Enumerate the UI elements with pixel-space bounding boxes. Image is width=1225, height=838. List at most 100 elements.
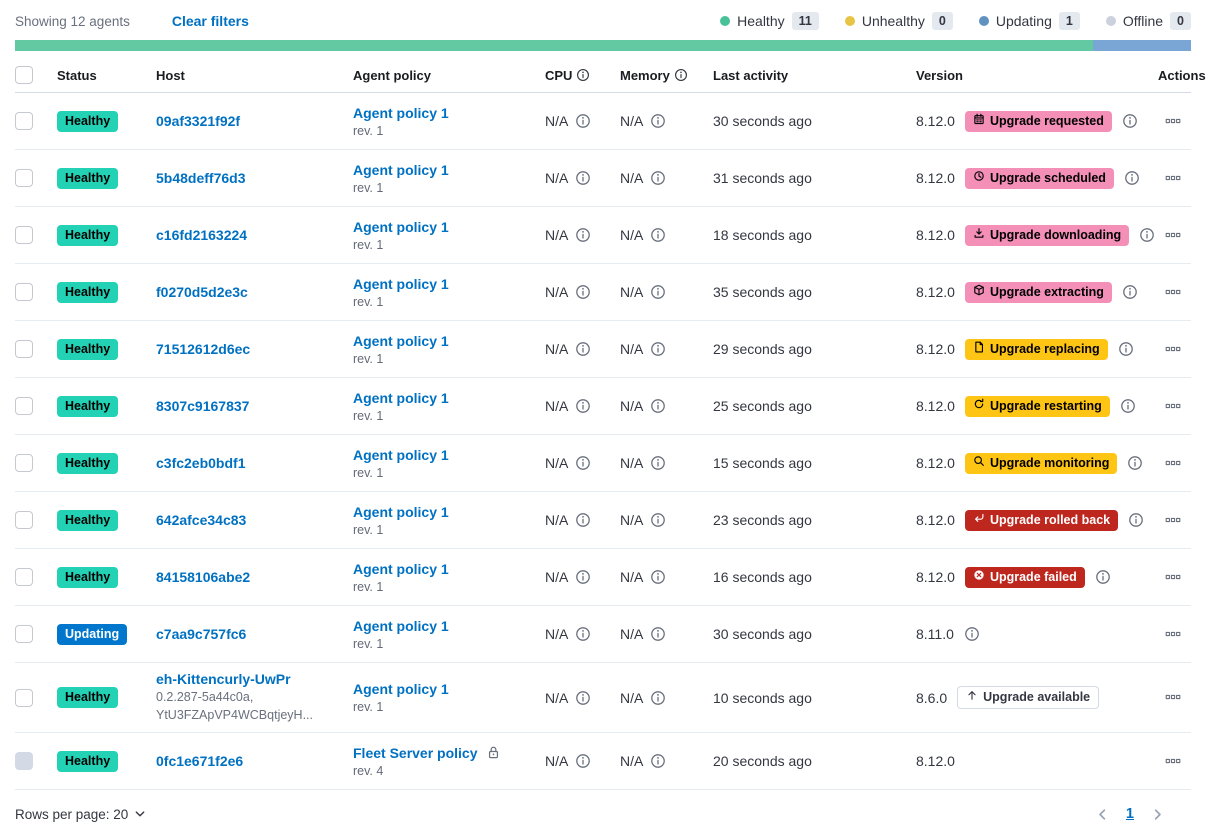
row-checkbox[interactable]: [15, 226, 33, 244]
host-link[interactable]: c3fc2eb0bdf1: [156, 455, 246, 471]
info-icon[interactable]: [650, 227, 666, 243]
page-number-button[interactable]: 1: [1125, 806, 1134, 822]
row-checkbox[interactable]: [15, 169, 33, 187]
row-checkbox[interactable]: [15, 112, 33, 130]
agent-policy-link[interactable]: Agent policy 1: [353, 389, 449, 406]
info-icon[interactable]: [650, 398, 666, 414]
info-icon[interactable]: [575, 398, 591, 414]
agent-policy-link[interactable]: Agent policy 1: [353, 161, 449, 178]
upgrade-status-badge[interactable]: Upgrade monitoring: [964, 452, 1118, 474]
row-actions-button[interactable]: [1163, 624, 1183, 644]
row-checkbox[interactable]: [15, 688, 33, 707]
info-icon[interactable]: [1122, 113, 1138, 129]
info-icon[interactable]: [1095, 569, 1111, 585]
agent-policy-link[interactable]: Agent policy 1: [353, 446, 449, 463]
host-link[interactable]: 0fc1e671f2e6: [156, 753, 244, 769]
upgrade-status-badge[interactable]: Upgrade requested: [964, 110, 1112, 132]
row-actions-button[interactable]: [1163, 339, 1183, 359]
row-actions-button[interactable]: [1163, 282, 1183, 302]
row-checkbox[interactable]: [15, 625, 33, 643]
info-icon[interactable]: [576, 68, 590, 82]
agent-policy-link[interactable]: Agent policy 1: [353, 617, 449, 634]
info-icon[interactable]: [575, 284, 591, 300]
row-checkbox[interactable]: [15, 568, 33, 586]
info-icon[interactable]: [650, 341, 666, 357]
row-actions-button[interactable]: [1163, 225, 1183, 245]
info-icon[interactable]: [575, 569, 591, 585]
row-actions-button[interactable]: [1163, 111, 1183, 131]
info-icon[interactable]: [1118, 341, 1134, 357]
info-icon[interactable]: [575, 341, 591, 357]
info-icon[interactable]: [575, 753, 591, 769]
row-actions-button[interactable]: [1163, 396, 1183, 416]
agent-policy-link[interactable]: Agent policy 1: [353, 104, 449, 121]
host-link[interactable]: 84158106abe2: [156, 569, 251, 585]
host-link[interactable]: 8307c9167837: [156, 398, 250, 414]
info-icon[interactable]: [575, 170, 591, 186]
previous-page-button[interactable]: [1095, 807, 1110, 822]
host-link[interactable]: 71512612d6ec: [156, 341, 251, 357]
info-icon[interactable]: [1124, 170, 1140, 186]
info-icon[interactable]: [650, 626, 666, 642]
row-checkbox[interactable]: [15, 397, 33, 415]
row-actions-button[interactable]: [1163, 168, 1183, 188]
host-link[interactable]: c16fd2163224: [156, 227, 248, 243]
row-actions-button[interactable]: [1163, 687, 1183, 707]
info-icon[interactable]: [575, 227, 591, 243]
agent-policy-link[interactable]: Agent policy 1: [353, 560, 449, 577]
host-link[interactable]: f0270d5d2e3c: [156, 284, 248, 300]
upgrade-status-badge[interactable]: Upgrade rolled back: [964, 509, 1119, 531]
host-link[interactable]: 642afce34c83: [156, 512, 247, 528]
info-icon[interactable]: [1120, 398, 1136, 414]
next-page-button[interactable]: [1150, 807, 1165, 822]
info-icon[interactable]: [650, 569, 666, 585]
select-all-checkbox[interactable]: [15, 66, 33, 84]
info-icon[interactable]: [1127, 455, 1143, 471]
agent-policy-link[interactable]: Agent policy 1: [353, 681, 449, 697]
info-icon[interactable]: [674, 68, 688, 82]
info-icon[interactable]: [650, 512, 666, 528]
info-icon[interactable]: [650, 455, 666, 471]
info-icon[interactable]: [1122, 284, 1138, 300]
info-icon[interactable]: [964, 626, 980, 642]
row-actions-button[interactable]: [1163, 751, 1183, 771]
info-icon[interactable]: [575, 690, 591, 706]
upgrade-status-badge[interactable]: Upgrade replacing: [964, 338, 1108, 360]
host-link[interactable]: eh-Kittencurly-UwPr: [156, 671, 291, 687]
host-link[interactable]: c7aa9c757fc6: [156, 626, 247, 642]
row-actions-button[interactable]: [1163, 453, 1183, 473]
upgrade-status-badge[interactable]: Upgrade scheduled: [964, 167, 1114, 189]
rows-per-page-button[interactable]: Rows per page: 20: [15, 807, 147, 822]
host-link[interactable]: 5b48deff76d3: [156, 170, 246, 186]
info-icon[interactable]: [575, 113, 591, 129]
row-checkbox[interactable]: [15, 511, 33, 529]
upgrade-status-badge[interactable]: Upgrade restarting: [964, 395, 1110, 417]
row-checkbox[interactable]: [15, 454, 33, 472]
agent-policy-link[interactable]: Fleet Server policy: [353, 744, 478, 761]
info-icon[interactable]: [575, 512, 591, 528]
info-icon[interactable]: [650, 753, 666, 769]
info-icon[interactable]: [650, 113, 666, 129]
info-icon[interactable]: [1128, 512, 1144, 528]
clear-filters-button[interactable]: Clear filters: [171, 13, 249, 29]
agent-policy-link[interactable]: Agent policy 1: [353, 275, 449, 292]
row-checkbox[interactable]: [15, 283, 33, 301]
row-actions-button[interactable]: [1163, 510, 1183, 530]
info-icon[interactable]: [650, 170, 666, 186]
row-actions-button[interactable]: [1163, 567, 1183, 587]
upgrade-status-badge[interactable]: Upgrade available: [957, 686, 1100, 709]
host-link[interactable]: 09af3321f92f: [156, 113, 241, 129]
info-icon[interactable]: [575, 626, 591, 642]
agent-policy-link[interactable]: Agent policy 1: [353, 332, 449, 349]
info-icon[interactable]: [650, 690, 666, 706]
upgrade-status-badge[interactable]: Upgrade extracting: [964, 281, 1112, 303]
row-checkbox[interactable]: [15, 340, 33, 358]
info-icon[interactable]: [575, 455, 591, 471]
info-icon[interactable]: [650, 284, 666, 300]
table-row: Healthy 09af3321f92f Agent policy 1 rev. 1 N…: [15, 92, 1191, 150]
agent-policy-link[interactable]: Agent policy 1: [353, 218, 449, 235]
upgrade-status-badge[interactable]: Upgrade downloading: [964, 224, 1130, 246]
upgrade-status-badge[interactable]: Upgrade failed: [964, 566, 1085, 588]
agent-policy-link[interactable]: Agent policy 1: [353, 503, 449, 520]
info-icon[interactable]: [1139, 227, 1155, 243]
